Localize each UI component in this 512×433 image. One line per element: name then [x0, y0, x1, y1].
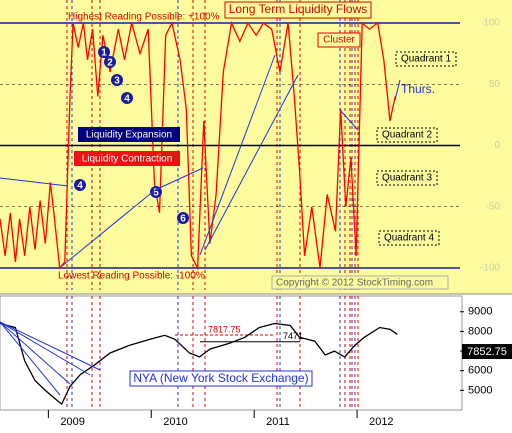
chart-title: Long Term Liquidity Flows [229, 2, 368, 16]
y-tick-label: 0 [494, 140, 500, 151]
ceiling-label: Highest Reading Possible: +100% [68, 12, 220, 23]
marker-label: 4 [77, 181, 83, 192]
x-tick-label: 2011 [266, 416, 290, 428]
quadrant-label: Quadrant 2 [382, 130, 432, 141]
level-label: 7817.75 [208, 324, 241, 334]
contraction-label: Liquidity Contraction [82, 154, 173, 165]
marker-label: 1 [101, 48, 107, 59]
marker [111, 74, 123, 86]
quadrant-boxes [376, 51, 457, 246]
marker-label: 6 [180, 214, 186, 225]
y-tick-label: 6000 [468, 365, 492, 377]
marker [121, 92, 133, 104]
marker [104, 56, 116, 68]
title-box [224, 1, 372, 19]
marker [98, 46, 110, 58]
series-line [0, 322, 398, 406]
quadrant-label: Quadrant 3 [382, 173, 432, 184]
y-tick-label: 9000 [468, 306, 492, 318]
plot: -100-50050100500060007000800090002009201… [0, 18, 500, 428]
marker [150, 186, 162, 198]
marker-label: 5 [153, 188, 159, 199]
expansion-box [78, 127, 180, 142]
marker-label: 2 [107, 58, 113, 69]
y-tick-label: 50 [489, 79, 501, 90]
copyright: Copyright © 2012 StockTiming.com [276, 278, 433, 289]
level-label: 7471 [283, 331, 303, 341]
marker [177, 212, 189, 224]
thurs-label: Thurs. [401, 82, 435, 96]
marker-label: 3 [114, 76, 120, 87]
floor-label: Lowest Reading Possible: -100% [58, 271, 205, 282]
top-panel [0, 0, 512, 294]
last-value: 7852.75 [467, 346, 507, 358]
nya-box [129, 370, 313, 387]
series-line [0, 20, 396, 271]
nya-title: NYA (New York Stock Exchange) [133, 371, 308, 385]
y-tick-label: 100 [483, 18, 500, 29]
quadrant-label: Quadrant 1 [401, 54, 451, 65]
y-tick-label: -50 [486, 201, 501, 212]
cluster-box [317, 32, 361, 48]
x-tick-label: 2009 [60, 416, 84, 428]
x-tick-label: 2010 [163, 416, 187, 428]
contraction-box [74, 151, 180, 166]
cluster-label: Cluster [323, 35, 355, 46]
y-tick-label: 8000 [468, 325, 492, 337]
quadrant-label: Quadrant 4 [384, 233, 434, 244]
y-tick-label: 5000 [468, 384, 492, 396]
marker-label: 4 [124, 94, 130, 105]
marker [74, 179, 86, 191]
last-value-box [462, 344, 512, 359]
bottom-panel [0, 295, 463, 411]
trend-lines [0, 54, 401, 396]
expansion-label: Liquidity Expansion [86, 130, 172, 141]
y-tick-label: -100 [480, 263, 500, 274]
x-tick-label: 2012 [369, 416, 393, 428]
copyright-box [271, 275, 449, 290]
